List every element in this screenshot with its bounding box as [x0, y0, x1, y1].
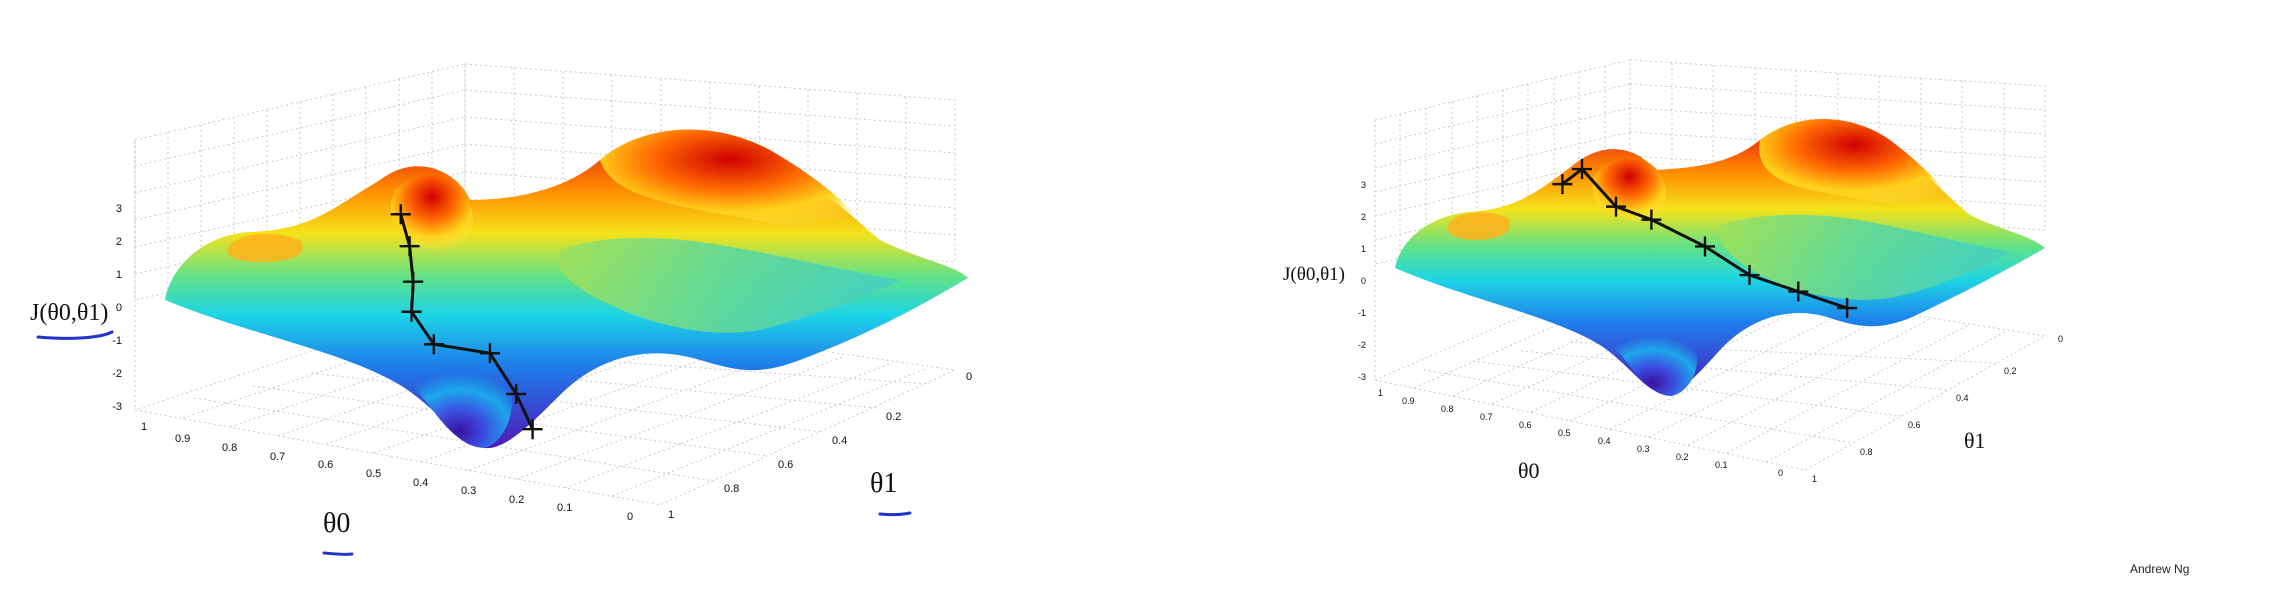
x-tick: 0.9 [1402, 396, 1415, 406]
z-tick: -1 [1358, 308, 1366, 318]
plot-left-descent-path [390, 204, 543, 440]
plot-right-xlabel: θ0 [1518, 458, 1540, 483]
y-tick: 0.8 [1860, 447, 1873, 457]
descent-step-marker [403, 271, 424, 292]
plot-left-xlabel: θ0 [323, 508, 350, 539]
x-tick: 0 [627, 511, 633, 523]
plot-right-ylabel: θ1 [1964, 428, 1986, 453]
underline-xlabel [322, 551, 354, 556]
z-tick: 2 [1361, 212, 1366, 222]
y-tick: 0.2 [2004, 366, 2017, 376]
underline-zlabel [36, 330, 114, 340]
plot-left-x-ticks: 1 0.9 0.8 0.7 0.6 0.5 0.4 0.3 0.2 0.1 0 [141, 421, 633, 523]
descent-step-marker [522, 419, 543, 440]
x-tick: 0.1 [557, 502, 572, 514]
x-tick: 0.7 [1480, 412, 1493, 422]
z-tick: -3 [1358, 372, 1366, 382]
x-tick: 0.6 [1519, 420, 1532, 430]
descent-step-marker [423, 334, 444, 355]
x-tick: 1 [1378, 388, 1383, 398]
z-tick: 1 [1361, 244, 1366, 254]
plot-right-x-ticks: 1 0.9 0.8 0.7 0.6 0.5 0.4 0.3 0.2 0.1 0 [1378, 388, 1783, 478]
plot-left-surface [165, 129, 968, 449]
plot-right-descent-path [1552, 159, 1858, 319]
x-tick: 0.5 [366, 468, 381, 480]
x-tick: 0.1 [1715, 460, 1728, 470]
descent-step-marker [1739, 265, 1760, 286]
z-tick: -3 [112, 401, 122, 413]
y-tick: 1 [668, 509, 674, 521]
descent-step-marker [1641, 209, 1662, 230]
y-tick: 1 [1812, 474, 1817, 484]
x-tick: 0.6 [318, 459, 333, 471]
descent-step-marker [479, 343, 500, 364]
x-tick: 0.7 [270, 451, 285, 463]
plot-right-y-ticks: 1 0.8 0.6 0.4 0.2 0 [1812, 334, 2063, 484]
descent-step-marker [1788, 281, 1809, 302]
x-tick: 0.8 [1441, 404, 1454, 414]
y-tick: 0.4 [1956, 393, 1969, 403]
descent-step-marker [1572, 159, 1592, 180]
descent-step-marker [390, 204, 411, 225]
z-tick: -1 [112, 335, 122, 347]
y-tick: 0.6 [778, 459, 793, 471]
z-tick: 0 [1361, 276, 1366, 286]
y-tick: 0.6 [1908, 420, 1921, 430]
x-tick: 0.2 [509, 494, 524, 506]
z-tick: 1 [116, 269, 122, 281]
plot-left: 3 2 1 0 -1 -2 -3 1 0.9 0.8 0.7 0.6 0.5 0… [30, 63, 972, 556]
x-tick: 0.3 [461, 485, 476, 497]
z-tick: 3 [1361, 180, 1366, 190]
underline-ylabel [878, 511, 912, 517]
x-tick: 0.5 [1558, 428, 1571, 438]
z-tick: 0 [116, 302, 122, 314]
credit-author: Andrew Ng [2130, 562, 2190, 576]
x-tick: 1 [141, 421, 147, 433]
descent-step-marker [506, 384, 527, 404]
descent-step-marker [399, 236, 420, 257]
plot-left-zlabel: J(θ0,θ1) [30, 300, 108, 326]
x-tick: 0.2 [1676, 452, 1689, 462]
z-tick: 3 [116, 203, 122, 215]
descent-step-marker [401, 301, 422, 322]
descent-step-marker [1606, 196, 1626, 217]
plot-right: 3 2 1 0 -1 -2 -3 1 0.9 0.8 0.7 0.6 0.5 0… [1283, 59, 2063, 484]
plot-right-z-ticks: 3 2 1 0 -1 -2 -3 [1358, 180, 1366, 382]
z-tick: -2 [1358, 340, 1366, 350]
y-tick: 0.4 [832, 435, 847, 447]
plot-left-z-ticks: 3 2 1 0 -1 -2 -3 [112, 203, 122, 413]
descent-step-marker [1837, 298, 1858, 319]
x-tick: 0.9 [175, 433, 190, 445]
descent-step-marker [1552, 174, 1573, 195]
y-tick: 0.8 [724, 483, 739, 495]
x-tick: 0.3 [1637, 444, 1650, 454]
plot-left-y-ticks: 1 0.8 0.6 0.4 0.2 0 [668, 371, 972, 521]
x-tick: 0 [1778, 468, 1783, 478]
y-tick: 0 [966, 371, 972, 383]
plot-left-annotations [36, 330, 912, 556]
x-tick: 0.8 [222, 442, 237, 454]
x-tick: 0.4 [413, 477, 428, 489]
plot-right-zlabel: J(θ0,θ1) [1283, 264, 1345, 285]
descent-path-line [1561, 167, 1848, 310]
y-tick: 0 [2058, 334, 2063, 344]
x-tick: 0.4 [1598, 436, 1611, 446]
plot-left-ylabel: θ1 [870, 468, 897, 499]
descent-step-marker [1695, 236, 1715, 257]
z-tick: -2 [112, 368, 122, 380]
z-tick: 2 [116, 236, 122, 248]
y-tick: 0.2 [886, 411, 901, 423]
